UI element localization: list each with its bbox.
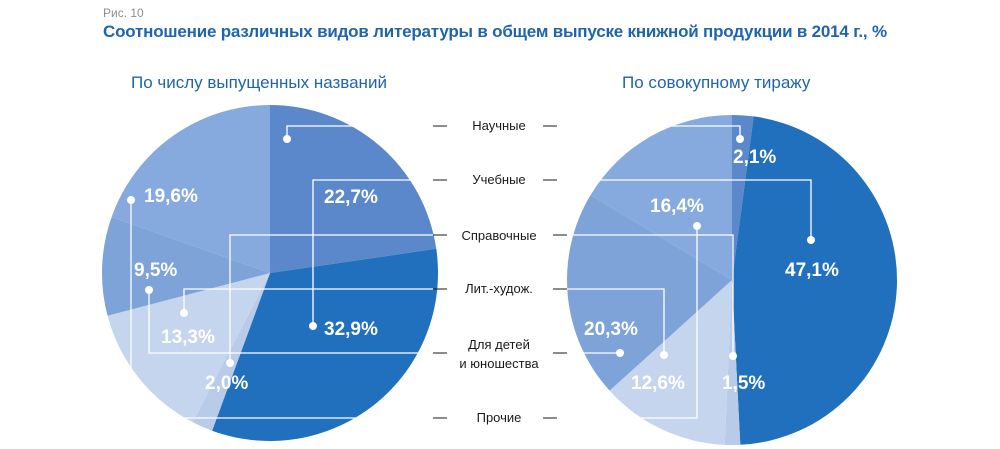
- slice-titles-scientific: [270, 105, 437, 273]
- leader-circ-reference: [557, 234, 734, 356]
- leader-dot-circ-reference: [729, 352, 737, 360]
- percent-label-circulation-reference: 1,5%: [722, 373, 765, 394]
- percent-label-circulation-scientific: 2,1%: [733, 147, 776, 168]
- leader-titles-scientific: [286, 125, 433, 139]
- leader-dot-titles-fiction: [180, 309, 188, 317]
- slice-circulation-educational: [732, 116, 898, 445]
- percent-label-circulation-other: 16,4%: [650, 196, 704, 217]
- percent-label-circulation-fiction: 12,6%: [631, 373, 685, 394]
- leader-titles-other: [130, 200, 433, 419]
- category-label-educational: Учебные: [472, 172, 525, 187]
- percent-label-circulation-children: 20,3%: [584, 319, 638, 340]
- category-label-scientific: Научные: [472, 118, 526, 133]
- percent-label-circulation-educational: 47,1%: [785, 260, 839, 281]
- slice-titles-other: [111, 105, 270, 273]
- leader-circ-fiction: [557, 288, 665, 355]
- leader-lines: [127, 125, 815, 419]
- leader-dot-titles-educational: [309, 322, 317, 330]
- category-label-other: Прочие: [477, 410, 522, 425]
- leader-titles-fiction: [183, 288, 433, 313]
- leader-dot-titles-scientific: [283, 135, 291, 143]
- leader-dot-titles-other: [127, 196, 135, 204]
- category-label-reference: Справочные: [461, 228, 536, 243]
- leader-circ-other: [557, 226, 698, 419]
- leader-dot-titles-children: [145, 286, 153, 294]
- leader-titles-children: [148, 290, 433, 354]
- percent-label-titles-fiction: 13,3%: [161, 327, 215, 348]
- slice-circulation-reference: [724, 280, 741, 445]
- leader-dot-circ-other: [693, 222, 701, 230]
- slice-titles-children: [101, 217, 271, 316]
- leader-circ-educational: [557, 179, 812, 240]
- slice-circulation-scientific: [732, 115, 754, 280]
- slice-circulation-fiction: [609, 280, 732, 445]
- percent-label-titles-other: 19,6%: [144, 186, 198, 207]
- percent-label-titles-educational: 32,9%: [324, 319, 378, 340]
- leader-dot-circ-scientific: [736, 135, 744, 143]
- category-label-fiction: Лит.-худож.: [465, 281, 533, 296]
- percent-label-titles-reference: 2,0%: [205, 373, 248, 394]
- percent-label-titles-children: 9,5%: [134, 260, 177, 281]
- leader-titles-educational: [312, 179, 433, 326]
- leader-dot-circ-fiction: [660, 351, 668, 359]
- figure-number: Рис. 10: [103, 6, 144, 20]
- leader-circ-scientific: [557, 125, 741, 139]
- pie-chart-circulation: [567, 115, 898, 445]
- leader-dot-titles-reference: [226, 359, 234, 367]
- pie-chart-titles: [101, 105, 439, 442]
- category-labels: Научные Учебные Справочные Лит.-худож. Для д…: [459, 118, 539, 425]
- category-label-children: Для детей и юношества: [459, 337, 539, 371]
- percent-label-titles-scientific: 22,7%: [324, 187, 378, 208]
- left-chart-title: По числу выпущенных названий: [131, 73, 387, 92]
- leader-dot-circ-children: [616, 349, 624, 357]
- slice-circulation-children: [567, 195, 732, 391]
- leader-titles-reference: [229, 234, 433, 363]
- leader-dot-circ-educational: [807, 236, 815, 244]
- slice-titles-reference: [192, 273, 270, 431]
- percent-labels: 22,7% 32,9% 2,0% 13,3% 9,5% 19,6% 2,1% 47,1% 1,5…: [134, 147, 839, 394]
- right-chart-title: По совокупному тиражу: [622, 73, 811, 92]
- figure-title: Соотношение различных видов литературы в…: [103, 22, 887, 41]
- slice-titles-educational: [212, 248, 439, 442]
